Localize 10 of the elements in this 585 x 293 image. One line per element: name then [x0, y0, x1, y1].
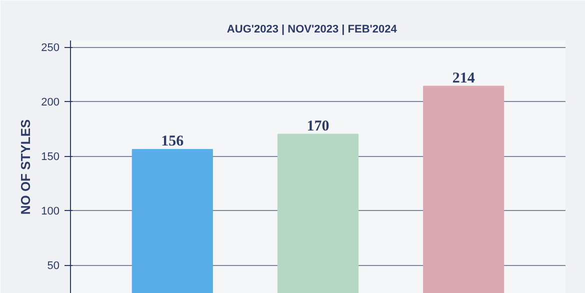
- y-tick-label: 250: [41, 42, 60, 54]
- y-tick-label: 50: [47, 260, 60, 272]
- chart-title: AUG'2023 | NOV'2023 | FEB'2024: [226, 24, 398, 36]
- y-tick-label: 100: [41, 206, 60, 218]
- y-tick-label: 150: [41, 151, 60, 164]
- y-tick-label: 200: [41, 96, 60, 109]
- data-label: 214: [452, 70, 476, 86]
- data-label: 170: [306, 118, 330, 134]
- data-label: 156: [161, 134, 184, 150]
- y-axis-title: NO OF STYLES: [18, 119, 34, 215]
